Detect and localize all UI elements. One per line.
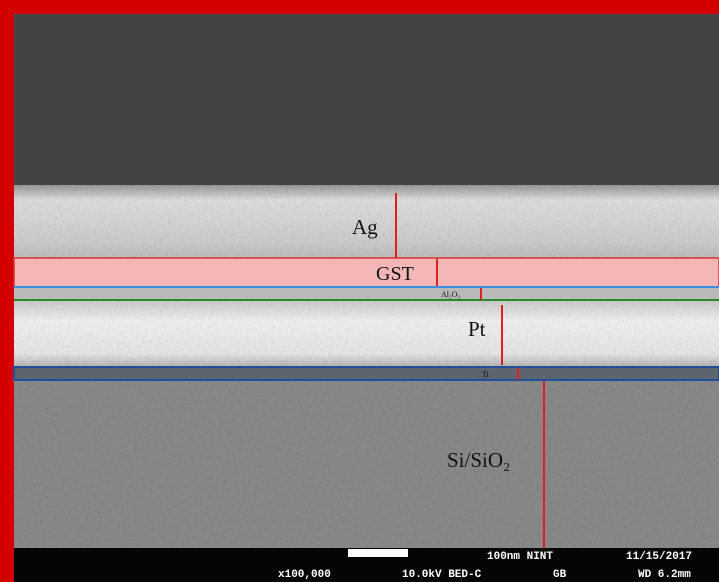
info-text: 10.0kV BED-C <box>402 569 482 581</box>
layer-label: Ti <box>482 370 490 379</box>
layer-label: GST <box>376 263 414 285</box>
gst-layer <box>13 257 719 288</box>
substrate <box>14 381 719 548</box>
scale-bar <box>348 549 408 557</box>
vacuum-region <box>14 14 719 190</box>
info-text: x100,000 <box>278 569 331 581</box>
info-text: WD 6.2mm <box>638 569 691 581</box>
ti-layer <box>13 366 719 381</box>
info-text: 100nm NINT <box>487 551 553 563</box>
info-text: 11/15/2017 <box>626 551 692 563</box>
layer-label: Pt <box>468 317 486 341</box>
markers <box>395 193 545 548</box>
al2o3-layer <box>14 287 719 300</box>
ag-layer <box>14 185 719 260</box>
info-text: GB <box>553 569 567 581</box>
pt-layer <box>14 301 719 367</box>
layer-label: Si/SiO₂ <box>447 448 510 472</box>
layer-label: Ag <box>352 215 378 239</box>
layer-label: Al₂O₃ <box>441 290 461 299</box>
